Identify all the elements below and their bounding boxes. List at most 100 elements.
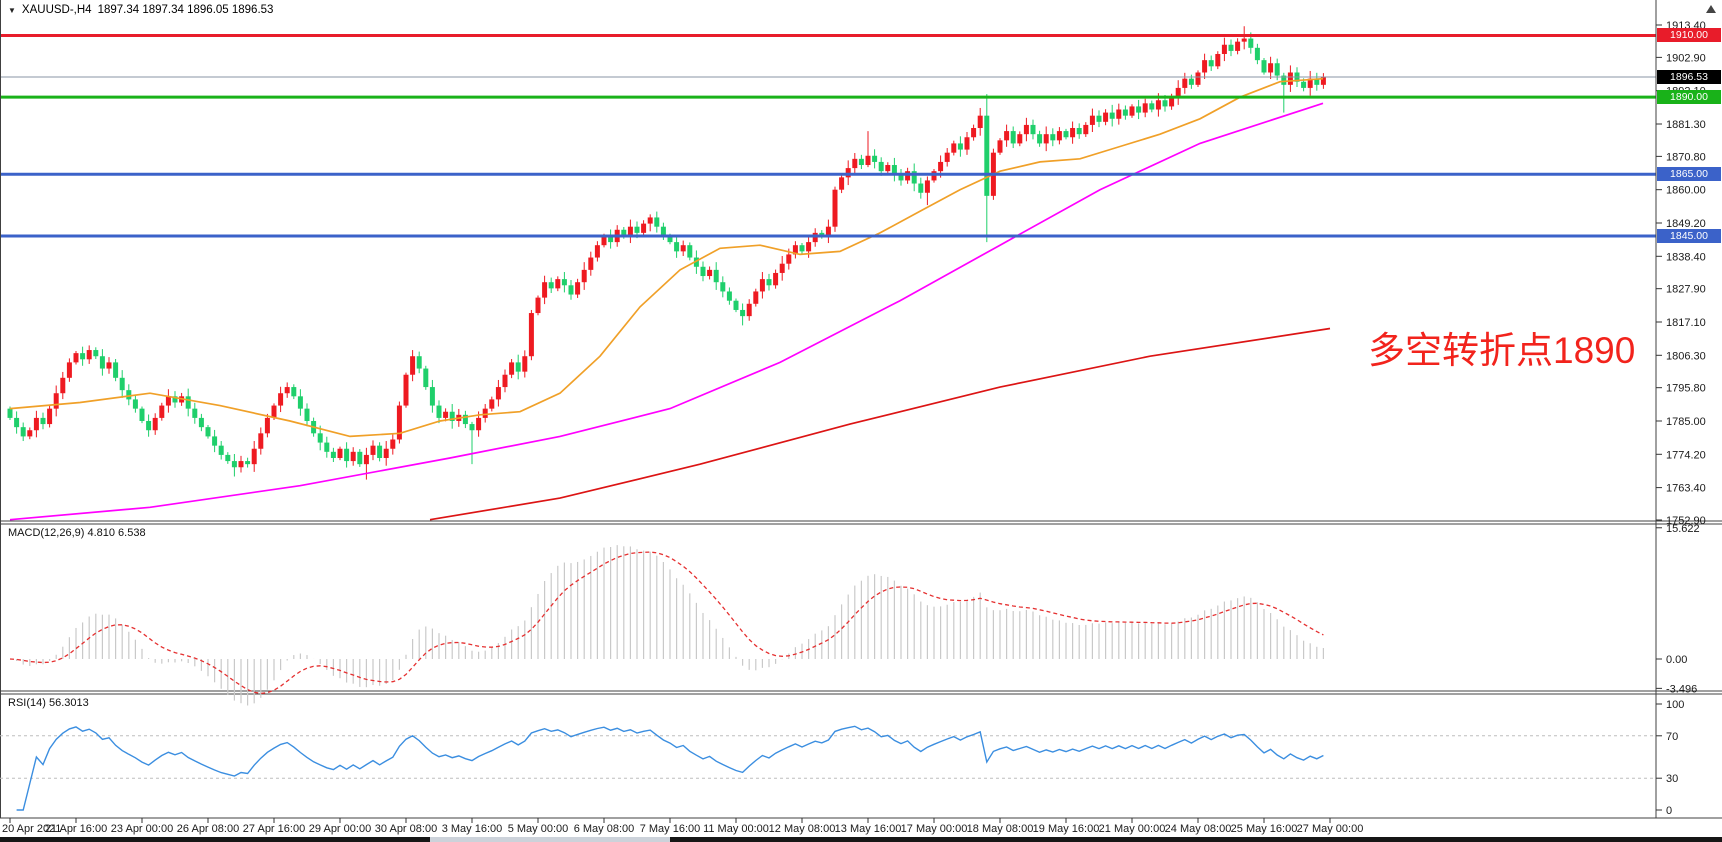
scroll-marker-icon[interactable] <box>1706 5 1716 13</box>
candle-body <box>370 445 376 455</box>
candle-body <box>1169 97 1175 107</box>
annotation-text[interactable]: 多空转折点1890 <box>1368 330 1636 371</box>
candle-body <box>337 448 343 458</box>
candle-body <box>726 291 732 301</box>
candle-body <box>403 374 409 406</box>
candle-body <box>476 417 482 431</box>
time-axis-label: 18 May 08:00 <box>967 823 1034 835</box>
candle-body <box>357 451 363 465</box>
candle-body <box>1056 131 1062 141</box>
candle-body <box>1129 106 1135 116</box>
candle-body <box>344 448 350 462</box>
candle-body <box>1083 124 1089 135</box>
candle-body <box>469 424 475 431</box>
candle-body <box>561 279 567 286</box>
candle-body <box>291 387 297 397</box>
candle-body <box>429 387 435 406</box>
time-axis-label: 27 May 00:00 <box>1297 823 1364 835</box>
candle-body <box>957 143 963 150</box>
candle-body <box>898 174 904 181</box>
candle-body <box>1188 78 1194 85</box>
time-axis-label: 17 May 00:00 <box>901 823 968 835</box>
price-axis-label: 1763.40 <box>1666 483 1706 495</box>
candle-body <box>436 405 442 418</box>
candle-body <box>977 115 983 129</box>
candle-body <box>984 115 990 196</box>
candle-body <box>198 417 204 428</box>
candle-body <box>528 313 534 357</box>
candle-body <box>350 451 356 462</box>
horizontal-scrollbar-thumb[interactable] <box>430 837 670 842</box>
candle-body <box>73 353 79 363</box>
candle-body <box>548 282 554 289</box>
time-axis-label: 23 Apr 00:00 <box>111 823 173 835</box>
price-axis-label: 1817.10 <box>1666 317 1706 329</box>
price-tag-1896.53: 1896.53 <box>1657 70 1721 85</box>
rsi-line <box>16 725 1324 811</box>
candle-body <box>1149 103 1155 110</box>
candle-body <box>53 393 59 409</box>
candle-body <box>555 279 561 289</box>
candle-body <box>1070 128 1076 138</box>
candle-body <box>594 245 600 258</box>
candle-body <box>271 405 277 418</box>
candle-body <box>1228 44 1234 51</box>
candle-body <box>416 356 422 369</box>
candle-body <box>720 282 726 292</box>
candle-body <box>297 396 303 409</box>
candle-body <box>1010 131 1016 144</box>
candle-body <box>172 396 178 403</box>
candle-body <box>33 417 39 431</box>
candle-body <box>1122 109 1128 116</box>
candle-body <box>740 309 746 317</box>
candle-body <box>812 232 818 243</box>
candle-body <box>1182 78 1188 88</box>
candle-body <box>218 445 224 455</box>
candle-body <box>258 433 264 449</box>
candle-body <box>1221 44 1227 54</box>
candle-body <box>674 242 680 252</box>
time-axis-label: 7 May 16:00 <box>640 823 701 835</box>
candle-body <box>700 266 706 277</box>
candle-body <box>47 408 53 425</box>
candle-body <box>106 362 112 369</box>
candle-body <box>462 414 468 425</box>
candle-body <box>396 405 402 440</box>
candle-body <box>568 285 574 295</box>
candle-body <box>1017 134 1023 144</box>
chevron-down-icon[interactable]: ▼ <box>8 5 16 15</box>
candle-body <box>113 362 119 378</box>
time-axis-label: 27 Apr 16:00 <box>243 823 305 835</box>
rsi-axis-label: 30 <box>1666 773 1678 785</box>
candle-body <box>885 165 891 172</box>
candle-body <box>693 257 699 267</box>
candle-body <box>522 356 528 372</box>
candle-body <box>647 217 653 224</box>
candle-body <box>146 420 152 431</box>
ma-fast-line <box>9 77 1324 438</box>
candle-body <box>1248 38 1254 48</box>
candle-body <box>746 303 752 317</box>
price-axis-label: 1902.90 <box>1666 52 1706 64</box>
time-axis-label: 13 May 16:00 <box>835 823 902 835</box>
candle-body <box>119 377 125 391</box>
time-axis-label: 19 May 16:00 <box>1033 823 1100 835</box>
candle-body <box>317 433 323 443</box>
candle-body <box>1320 77 1326 85</box>
candle-body <box>330 451 336 458</box>
rsi-axis-label: 70 <box>1666 731 1678 743</box>
time-axis-label: 21 Apr 16:00 <box>45 823 107 835</box>
candle-body <box>660 226 666 236</box>
candle-body <box>245 461 251 465</box>
candle-body <box>872 155 878 162</box>
candle-body <box>951 143 957 153</box>
candle-body <box>918 183 924 193</box>
price-axis-label: 1870.80 <box>1666 151 1706 163</box>
time-axis-label: 12 May 08:00 <box>769 823 836 835</box>
time-axis-label: 5 May 00:00 <box>508 823 569 835</box>
macd-axis-label: 15.622 <box>1666 523 1700 535</box>
price-tag-1890.00: 1890.00 <box>1657 90 1721 105</box>
candle-body <box>713 269 719 283</box>
candle-body <box>654 217 660 227</box>
